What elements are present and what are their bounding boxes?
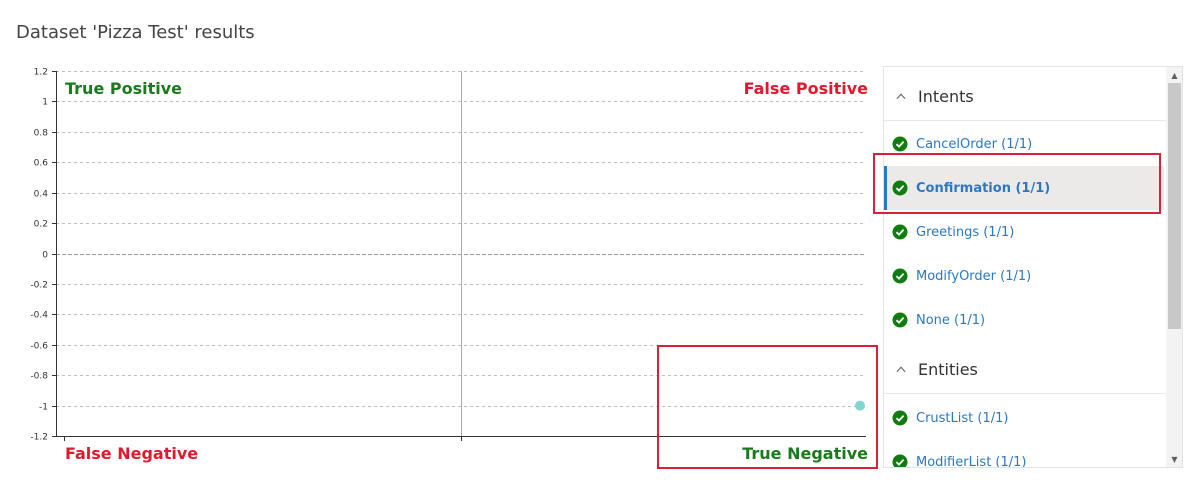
scroll-up-arrow-icon[interactable]: ▲ — [1171, 70, 1178, 80]
intent-item-label: Confirmation (1/1) — [916, 180, 1051, 196]
entity-item-modifierlist[interactable]: ModifierList (1/1) — [884, 440, 1164, 468]
check-circle-icon — [892, 224, 908, 240]
quadrant-label-true-negative: True Negative — [742, 444, 868, 463]
scrollbar-thumb[interactable] — [1168, 83, 1181, 329]
page-title: Dataset 'Pizza Test' results — [16, 22, 255, 43]
intent-item-label: CancelOrder (1/1) — [916, 136, 1033, 152]
quadrant-label-false-positive: False Positive — [743, 79, 868, 98]
entities-group-header[interactable]: Entities — [884, 346, 1166, 394]
check-circle-icon — [892, 180, 908, 196]
check-circle-icon — [892, 454, 908, 467]
intent-item-label: Greetings (1/1) — [916, 224, 1015, 240]
y-tick-label: 0.8 — [34, 129, 49, 139]
y-tick-label: -0.6 — [30, 342, 48, 352]
results-chart: 1.2 1 0.8 0.6 0.4 0.2 0 -0.2 -0.4 -0.6 -0.8 -1 -1.2 — [30, 68, 866, 443]
entity-item-crustlist[interactable]: CrustList (1/1) — [884, 396, 1164, 440]
data-point — [855, 400, 865, 411]
panel-scrollbar[interactable]: ▲ ▼ — [1166, 67, 1182, 467]
y-tick-label: 0.4 — [34, 190, 49, 200]
y-tick-label: -0.4 — [30, 311, 48, 321]
chevron-up-icon — [896, 92, 906, 102]
intent-item-label: None (1/1) — [916, 312, 986, 328]
intent-item-confirmation[interactable]: Confirmation (1/1) — [884, 166, 1164, 210]
intent-item-greetings[interactable]: Greetings (1/1) — [884, 210, 1164, 254]
y-tick-label: 1.2 — [34, 68, 48, 78]
y-tick-label: 0 — [42, 251, 48, 261]
results-panel: Intents CancelOrder (1/1) Confirmation (… — [883, 66, 1183, 468]
chevron-up-icon — [896, 365, 906, 375]
quadrant-label-true-positive: True Positive — [65, 79, 182, 98]
entities-group-label: Entities — [918, 360, 978, 379]
y-tick-label: -1.2 — [30, 433, 48, 443]
y-tick-label: -0.8 — [30, 372, 48, 382]
y-tick-label: -0.2 — [30, 281, 48, 291]
intent-item-none[interactable]: None (1/1) — [884, 298, 1164, 342]
y-tick-label: 0.6 — [34, 159, 49, 169]
intents-group-label: Intents — [918, 87, 974, 106]
entity-item-label: CrustList (1/1) — [916, 410, 1009, 426]
entity-item-label: ModifierList (1/1) — [916, 454, 1027, 468]
y-tick-label: -1 — [39, 403, 48, 413]
check-circle-icon — [892, 410, 908, 426]
scroll-down-arrow-icon[interactable]: ▼ — [1171, 454, 1178, 464]
check-circle-icon — [892, 312, 908, 328]
intent-item-modifyorder[interactable]: ModifyOrder (1/1) — [884, 254, 1164, 298]
y-tick-label: 1 — [42, 98, 48, 108]
intent-item-cancelorder[interactable]: CancelOrder (1/1) — [884, 122, 1164, 166]
quadrant-label-false-negative: False Negative — [65, 444, 199, 463]
intents-group-header[interactable]: Intents — [884, 73, 1166, 121]
intent-item-label: ModifyOrder (1/1) — [916, 268, 1032, 284]
y-tick-label: 0.2 — [34, 220, 48, 230]
check-circle-icon — [892, 268, 908, 284]
check-circle-icon — [892, 136, 908, 152]
